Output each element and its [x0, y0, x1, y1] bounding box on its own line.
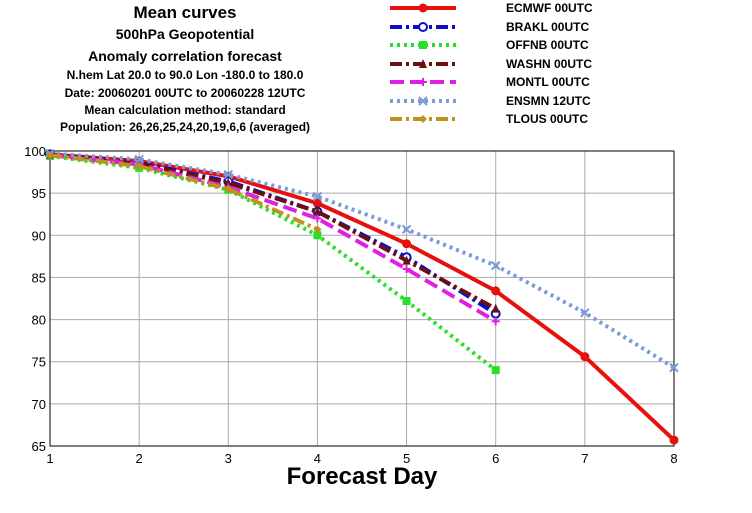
legend-marker-group-ecmwf — [418, 3, 428, 13]
data-point-ecmwf — [669, 435, 679, 445]
y-tick-label: 75 — [32, 355, 46, 370]
legend-marker-group-montl — [419, 78, 427, 86]
legend-swatch-ensmn — [390, 95, 456, 106]
legend-item-washn: WASHN 00UTC — [388, 56, 628, 74]
data-point-ensmn — [669, 362, 679, 373]
chart-info-population: Population: 26,26,25,24,20,19,6,6 (avera… — [59, 120, 311, 134]
data-point-washn — [313, 206, 322, 216]
y-tick-label: 65 — [32, 439, 46, 454]
legend-marker-group-offnb — [419, 41, 427, 49]
series-line-ecmwf — [49, 152, 676, 442]
x-tick-label: 6 — [492, 451, 499, 466]
data-point-ecmwf — [491, 286, 501, 296]
data-point-tlous — [313, 225, 322, 234]
plot-area — [49, 150, 675, 447]
y-tick-label: 70 — [32, 397, 46, 412]
legend-label-washn: WASHN 00UTC — [506, 56, 593, 71]
data-point-ensmn — [312, 191, 323, 202]
chart-subtitle-parameter: 500hPa Geopotential — [115, 26, 255, 42]
legend-label-brakl: BRAKL 00UTC — [506, 19, 590, 34]
plot-border — [49, 150, 675, 447]
legend-label-offnb: OFFNB 00UTC — [506, 38, 589, 52]
series-line-washn — [49, 152, 497, 311]
data-point-ensmn — [491, 260, 501, 271]
y-tick-label: 85 — [32, 270, 46, 285]
data-point-washn — [491, 303, 500, 313]
x-tick-label: 8 — [670, 451, 677, 466]
y-tick-label: 90 — [32, 228, 46, 243]
data-point-montl — [313, 214, 322, 223]
legend-label-ecmwf: ECMWF 00UTC — [506, 1, 593, 15]
series-tlous — [46, 151, 322, 234]
legend-item-montl: MONTL 00UTC — [388, 74, 628, 92]
legend-marker-ensmn — [418, 95, 428, 106]
legend-label-montl: MONTL 00UTC — [506, 75, 590, 89]
data-point-tlous — [46, 151, 54, 160]
legend-item-ensmn: ENSMN 12UTC — [388, 93, 628, 111]
legend-label-ensmn: ENSMN 12UTC — [506, 93, 591, 108]
data-point-ecmwf — [402, 239, 412, 249]
series-line-ensmn — [49, 151, 676, 370]
y-tick-label: 95 — [32, 186, 46, 201]
chart-info-method: Mean calculation method: standard — [84, 103, 286, 117]
legend-label-tlous: TLOUS 00UTC — [506, 112, 589, 126]
legend-item-offnb: OFFNB 00UTC — [388, 37, 628, 55]
data-point-washn — [224, 178, 233, 188]
data-point-offnb — [313, 231, 322, 240]
legend-marker-group-washn — [419, 58, 427, 68]
data-point-offnb — [402, 297, 411, 306]
legend-swatch-montl — [390, 78, 456, 86]
legend-swatch-tlous — [390, 115, 456, 123]
data-point-ecmwf — [580, 352, 590, 362]
data-point-tlous — [224, 184, 233, 193]
x-tick-label: 2 — [136, 451, 143, 466]
legend-marker-group-ensmn — [418, 95, 428, 106]
legend-marker-ecmwf — [418, 3, 428, 13]
data-point-ensmn — [223, 169, 233, 180]
data-point-washn — [402, 255, 411, 265]
x-tick-label: 5 — [403, 451, 410, 466]
data-point-montl — [491, 317, 500, 326]
legend-marker-tlous — [419, 115, 427, 123]
data-point-montl — [402, 265, 411, 273]
legend-swatch-offnb — [390, 41, 456, 49]
series-ensmn — [45, 148, 679, 373]
legend-marker-washn — [419, 58, 427, 68]
y-tick-label: 100 — [24, 144, 46, 159]
chart-info-area: N.hem Lat 20.0 to 90.0 Lon -180.0 to 180… — [66, 68, 304, 82]
x-tick-label: 1 — [46, 451, 53, 466]
legend-marker-group-brakl — [418, 21, 428, 32]
legend-item-ecmwf: ECMWF 00UTC — [388, 0, 628, 18]
legend-marker-offnb — [419, 41, 427, 49]
series-line-tlous — [49, 153, 319, 232]
chart-subtitle-score: Anomaly correlation forecast — [88, 48, 282, 64]
legend-item-brakl: BRAKL 00UTC — [388, 19, 628, 37]
legend-swatch-ecmwf — [390, 3, 456, 13]
legend-item-tlous: TLOUS 00UTC — [388, 111, 628, 129]
data-point-ensmn — [134, 154, 144, 165]
legend-swatch-brakl — [390, 21, 456, 32]
y-tick-label: 80 — [32, 313, 46, 328]
legend-marker-brakl — [418, 21, 428, 32]
series-line-montl — [49, 153, 497, 323]
data-point-tlous — [135, 162, 144, 171]
x-tick-label: 3 — [225, 451, 232, 466]
legend-swatch-washn — [390, 58, 456, 68]
chart-info-dates: Date: 20060201 00UTC to 20060228 12UTC — [64, 86, 306, 100]
chart-title: Mean curves — [133, 3, 237, 22]
data-point-ensmn — [401, 224, 412, 235]
data-point-offnb — [491, 366, 500, 375]
series-line-offnb — [49, 154, 497, 372]
legend-marker-montl — [419, 78, 427, 86]
x-tick-label: 4 — [314, 451, 321, 466]
legend-marker-group-tlous — [419, 115, 427, 123]
x-tick-label: 7 — [581, 451, 588, 466]
data-point-ensmn — [580, 308, 590, 318]
x-axis-label: Forecast Day — [286, 463, 438, 490]
